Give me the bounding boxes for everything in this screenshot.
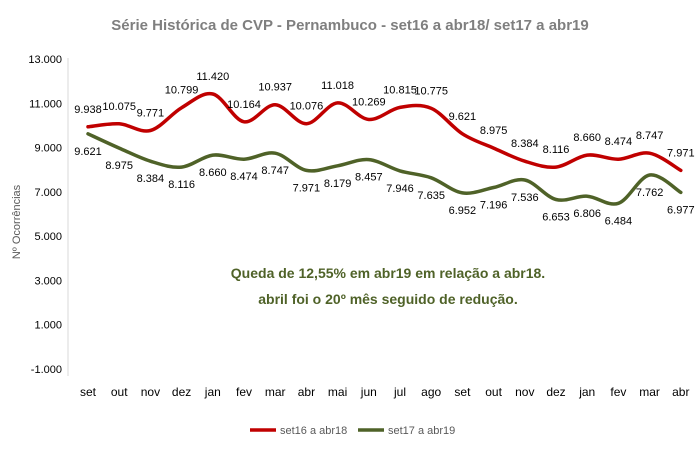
annotation-line-2: abril foi o 20º mês seguido de redução. xyxy=(258,291,518,307)
data-label-s1: 8.384 xyxy=(511,138,539,150)
y-tick-label: 7.000 xyxy=(34,187,62,199)
data-label-s2: 9.621 xyxy=(74,146,102,158)
data-label-s1: 11.018 xyxy=(321,80,354,92)
annotation-line-1: Queda de 12,55% em abr19 em relação a ab… xyxy=(231,265,545,281)
data-label-s1: 9.771 xyxy=(137,107,165,119)
data-label-s1: 10.075 xyxy=(102,101,136,113)
series-line-1 xyxy=(86,91,683,173)
data-label-s2: 8.384 xyxy=(137,173,165,185)
x-tick-label: mai xyxy=(328,385,347,399)
data-label-s2: 7.762 xyxy=(636,187,664,199)
legend: set16 a abr18 set17 a abr19 xyxy=(250,425,455,437)
x-tick-label: mar xyxy=(639,385,660,399)
y-tick-label: 3.000 xyxy=(34,275,62,287)
x-tick-label: jun xyxy=(360,385,377,399)
data-label-s2: 8.474 xyxy=(230,171,258,183)
data-label-s1: 9.621 xyxy=(449,111,477,123)
x-tick-label: ago xyxy=(421,385,441,399)
x-tick-label: nov xyxy=(141,385,160,399)
legend-label-2: set17 a abr19 xyxy=(388,425,455,437)
x-tick-labels: set out nov dez jan fev mar abr mai jun jul ago set o… xyxy=(80,385,689,399)
x-tick-label: mar xyxy=(265,385,286,399)
x-tick-label: dez xyxy=(546,385,565,399)
data-label-s2: 8.457 xyxy=(355,172,383,184)
data-label-s2: 7.196 xyxy=(480,200,508,212)
data-label-s2: 8.179 xyxy=(324,178,352,190)
data-label-s1: 10.799 xyxy=(165,85,199,97)
data-label-s1: 7.971 xyxy=(667,147,695,159)
y-tick-label: 5.000 xyxy=(34,231,62,243)
data-label-s1: 11.420 xyxy=(196,71,229,83)
x-tick-label: nov xyxy=(515,385,534,399)
data-label-s1: 8.975 xyxy=(480,125,508,137)
x-tick-label: abr xyxy=(298,385,315,399)
x-tick-label: fev xyxy=(610,385,626,399)
data-label-s2: 8.660 xyxy=(199,167,227,179)
y-axis-label: Nº Ocorrências xyxy=(11,184,23,259)
x-tick-label: jul xyxy=(393,385,406,399)
data-label-s2: 8.747 xyxy=(261,165,289,177)
y-tick-labels: -1.000 1.000 3.000 5.000 7.000 9.000 11.000 13.… xyxy=(28,54,62,376)
data-label-s1: 9.938 xyxy=(74,104,102,116)
data-label-s1: 8.474 xyxy=(605,136,633,148)
data-label-s1: 10.269 xyxy=(352,96,386,108)
x-tick-label: fev xyxy=(236,385,252,399)
data-label-s2: 6.806 xyxy=(573,208,601,220)
x-tick-label: abr xyxy=(672,385,689,399)
series-line-2 xyxy=(86,132,683,206)
data-label-s2: 7.971 xyxy=(293,182,321,194)
data-label-s2: 7.536 xyxy=(511,192,539,204)
data-label-s2: 6.484 xyxy=(605,215,633,227)
data-label-s2: 8.975 xyxy=(105,160,133,172)
y-tick-label: -1.000 xyxy=(31,364,62,376)
x-tick-label: out xyxy=(485,385,502,399)
data-label-s1: 10.815 xyxy=(383,84,417,96)
data-label-s1: 10.775 xyxy=(414,85,448,97)
data-label-s2: 6.977 xyxy=(667,204,695,216)
data-label-s1: 8.747 xyxy=(636,130,664,142)
data-label-s1: 10.076 xyxy=(290,101,324,113)
y-tick-label: 11.000 xyxy=(29,98,62,110)
x-tick-label: set xyxy=(454,385,471,399)
data-label-s1: 10.164 xyxy=(227,99,261,111)
data-label-s2: 6.952 xyxy=(449,205,477,217)
chart-title: Série Histórica de CVP - Pernambuco - se… xyxy=(111,17,588,34)
data-label-s2: 7.946 xyxy=(386,183,414,195)
data-label-s1: 10.937 xyxy=(258,82,292,94)
series-lines xyxy=(86,91,683,206)
y-tick-label: 13.000 xyxy=(28,54,62,66)
x-tick-label: jan xyxy=(204,385,221,399)
data-label-s1: 8.660 xyxy=(573,132,601,144)
y-tick-label: 9.000 xyxy=(34,143,62,155)
x-tick-label: jan xyxy=(578,385,595,399)
data-label-s2: 7.635 xyxy=(417,190,445,202)
legend-label-1: set16 a abr18 xyxy=(280,425,347,437)
data-label-s2: 8.116 xyxy=(168,179,195,191)
x-tick-label: dez xyxy=(172,385,191,399)
data-label-s2: 6.653 xyxy=(542,212,570,224)
y-tick-label: 1.000 xyxy=(34,320,62,332)
data-label-s1: 8.116 xyxy=(543,144,570,156)
x-tick-label: out xyxy=(111,385,128,399)
x-tick-label: set xyxy=(80,385,97,399)
